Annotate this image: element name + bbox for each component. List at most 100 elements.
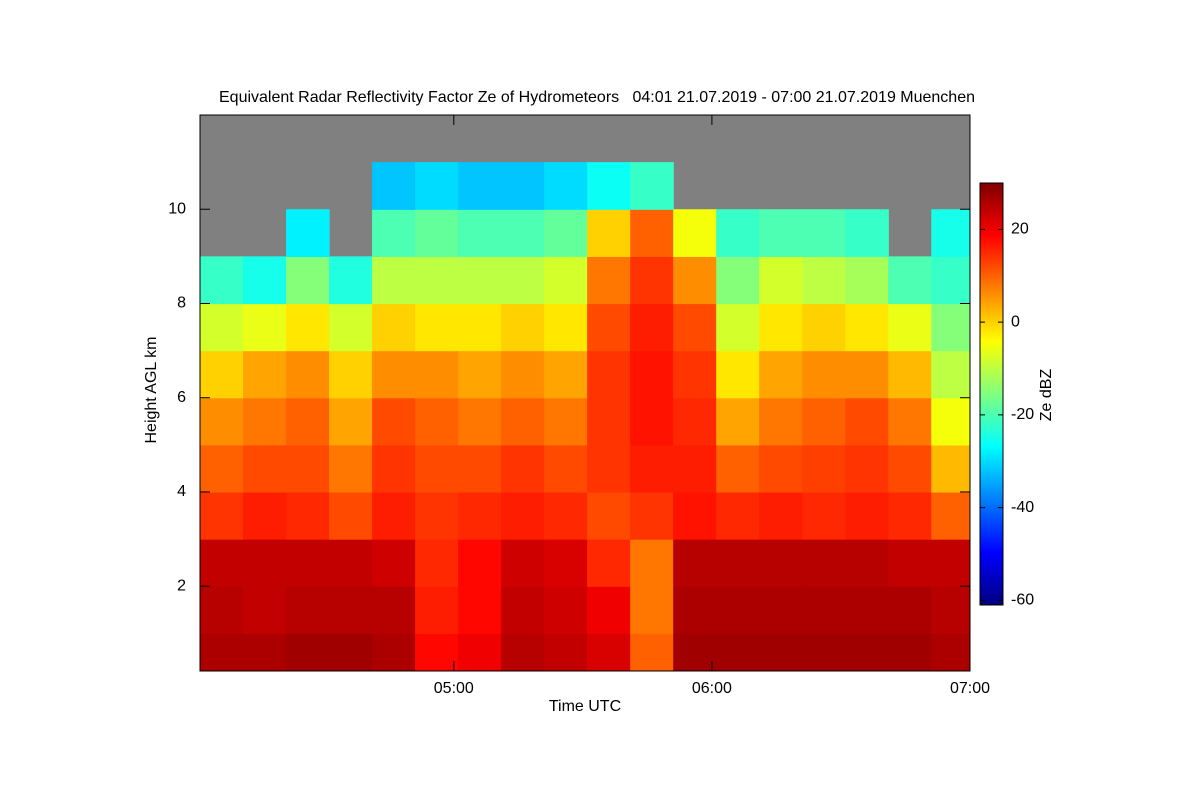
heatmap-cell [243,444,287,493]
heatmap-cell [501,256,545,305]
heatmap-cell [716,586,760,634]
heatmap-cell [845,350,889,399]
heatmap-cell [759,444,803,493]
heatmap-cell [458,491,502,540]
heatmap-cell [415,162,459,210]
heatmap-cell [200,633,244,671]
chart-title: Equivalent Radar Reflectivity Factor Ze … [219,89,975,106]
heatmap-cell [458,350,502,399]
heatmap-cell [888,633,932,671]
heatmap-cell [243,350,287,399]
heatmap-cell [759,491,803,540]
heatmap-cell [931,303,970,352]
heatmap-cell [716,491,760,540]
heatmap-cell [415,539,459,587]
heatmap-cell [759,539,803,587]
heatmap-cell [544,444,588,493]
y-tick-label: 8 [177,295,186,312]
heatmap-cell [931,444,970,493]
colorbar-tick-label: 0 [1011,313,1020,330]
heatmap-cell [673,444,717,493]
heatmap-cell [931,209,970,257]
heatmap-cell [329,256,373,305]
colorbar-tick-label: 20 [1011,221,1029,238]
plot-frame [199,114,971,672]
colorbar-tick-label: -20 [1011,406,1034,423]
heatmap-cell [845,209,889,257]
heatmap-cell [587,256,631,305]
heatmap-cell [888,256,932,305]
heatmap-cell [845,256,889,305]
heatmap-cell [630,539,674,587]
heatmap-cell [200,539,244,587]
heatmap-cell [200,444,244,493]
heatmap-cell [802,209,846,257]
heatmap-cell [759,350,803,399]
heatmap-cell [243,586,287,634]
y-tick-label: 4 [177,483,186,500]
heatmap-cell [200,350,244,399]
heatmap-cell [501,539,545,587]
heatmap-cell [759,633,803,671]
heatmap-cell [587,350,631,399]
heatmap-cell [243,491,287,540]
y-tick-label: 2 [177,577,186,594]
heatmap-cell [544,633,588,671]
heatmap-cell [415,491,459,540]
colorbar-tick-label: -60 [1011,592,1034,609]
heatmap-cell [544,539,588,587]
heatmap-cell [630,162,674,210]
y-axis-label: Height AGL km [143,336,160,443]
heatmap-cell [286,256,330,305]
heatmap-cell [716,256,760,305]
heatmap-cell [802,586,846,634]
heatmap [200,115,970,671]
heatmap-cell [243,256,287,305]
heatmap-cell [716,303,760,352]
heatmap-cell [329,444,373,493]
heatmap-cell [716,633,760,671]
heatmap-cell [845,633,889,671]
colorbar [979,182,1004,606]
heatmap-cell [888,491,932,540]
heatmap-cell [716,397,760,446]
heatmap-cell [759,303,803,352]
heatmap-cell [759,586,803,634]
heatmap-cell [501,350,545,399]
heatmap-cell [931,539,970,587]
heatmap-cell [372,586,416,634]
heatmap-cell [845,444,889,493]
heatmap-cell [286,633,330,671]
heatmap-cell [372,633,416,671]
heatmap-cell [802,633,846,671]
heatmap-cell [802,539,846,587]
heatmap-cell [501,162,545,210]
heatmap-cell [673,539,717,587]
heatmap-cell [372,444,416,493]
heatmap-cell [931,397,970,446]
heatmap-cell [372,303,416,352]
heatmap-cell [931,586,970,634]
heatmap-cell [329,539,373,587]
heatmap-cell [630,491,674,540]
heatmap-cell [372,209,416,257]
heatmap-cell [802,303,846,352]
y-tick-label: 10 [168,200,186,217]
heatmap-cell [329,633,373,671]
heatmap-cell [544,397,588,446]
heatmap-cell [716,350,760,399]
heatmap-cell [501,444,545,493]
heatmap-cell [200,586,244,634]
heatmap-cell [630,397,674,446]
heatmap-cell [372,397,416,446]
heatmap-cell [544,491,588,540]
heatmap-cell [243,303,287,352]
heatmap-cell [458,539,502,587]
heatmap-cell [501,633,545,671]
heatmap-cell [888,397,932,446]
heatmap-cell [673,633,717,671]
heatmap-cell [673,303,717,352]
heatmap-cell [673,586,717,634]
heatmap-cell [372,539,416,587]
heatmap-cell [630,209,674,257]
